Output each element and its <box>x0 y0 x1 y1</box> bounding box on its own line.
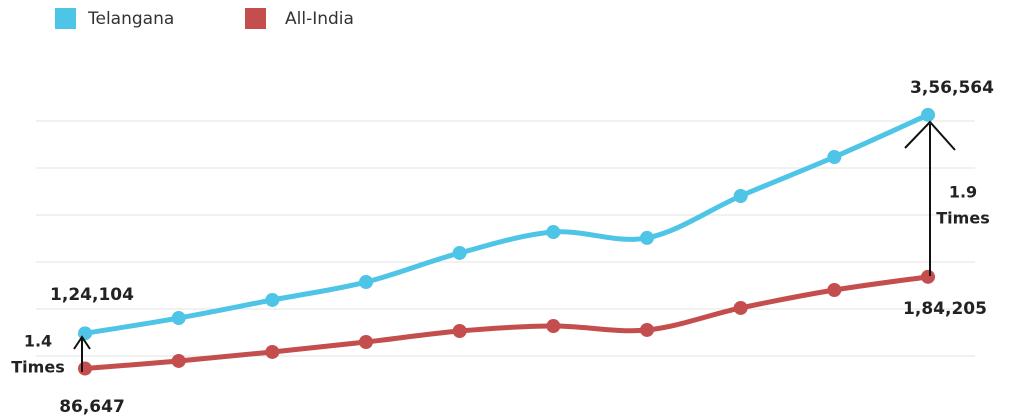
annotation: Times <box>936 209 989 228</box>
series-line <box>84 274 929 372</box>
data-point <box>921 269 935 284</box>
legend-swatch <box>55 8 76 29</box>
data-point <box>452 323 467 338</box>
data-label: 1,84,205 <box>903 299 987 319</box>
legend-swatch <box>245 8 266 29</box>
data-point <box>640 322 654 337</box>
data-point <box>733 300 748 315</box>
data-point <box>546 319 561 334</box>
data-point <box>265 344 280 359</box>
arrow-head <box>73 335 91 350</box>
legend-label: All-India <box>285 9 354 29</box>
series-line <box>84 112 930 336</box>
data-point <box>733 189 748 204</box>
data-label: 3,56,564 <box>910 78 994 98</box>
legend-label: Telangana <box>87 9 174 29</box>
data-point <box>171 353 186 368</box>
data-point <box>452 245 467 260</box>
data-point <box>546 225 561 240</box>
data-point <box>171 311 186 326</box>
annotation: 1.4 <box>24 332 52 351</box>
data-point <box>921 107 935 122</box>
data-point <box>359 275 373 290</box>
data-point <box>640 230 654 245</box>
data-point <box>827 150 842 165</box>
annotation: 1.9 <box>949 183 977 202</box>
data-label: 86,647 <box>59 397 125 417</box>
data-label: 1,24,104 <box>50 285 134 305</box>
arrow-head <box>904 120 956 151</box>
data-point <box>78 361 92 376</box>
annotation: Times <box>11 358 64 377</box>
data-point <box>265 292 280 307</box>
data-point <box>359 334 373 349</box>
data-point <box>827 283 842 298</box>
plot: Telangana All-India 1,24,104 3,56,564 86,647… <box>50 8 994 417</box>
